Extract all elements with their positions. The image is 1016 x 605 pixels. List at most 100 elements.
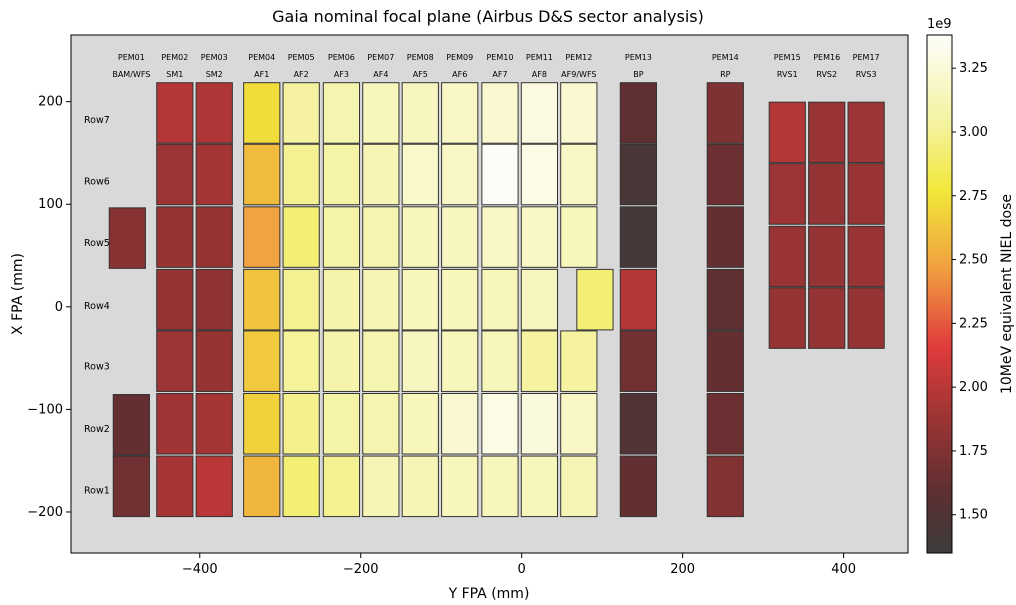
ccd-cell	[243, 206, 281, 268]
row-label: Row5	[84, 238, 110, 249]
ccd-cell	[481, 143, 519, 206]
ccd-cell	[282, 268, 320, 331]
colorbar-tick-label: 2.75	[959, 189, 988, 204]
chart-title: Gaia nominal focal plane (Airbus D&S sec…	[272, 7, 704, 26]
ccd-cell	[481, 206, 519, 268]
column-name-label: AF1	[254, 70, 269, 79]
ccd-cell	[520, 330, 559, 392]
ccd-cell	[768, 287, 806, 349]
column-name-label: AF2	[294, 70, 309, 79]
ccd-cell	[706, 143, 744, 206]
y-tick-label: 200	[38, 95, 63, 110]
ccd-cell	[282, 143, 320, 206]
ccd-cell	[441, 268, 479, 331]
column-name-label: AF5	[413, 70, 428, 79]
column-pem-label: PEM15	[774, 53, 801, 62]
ccd-cell	[619, 455, 657, 518]
ccd-cell	[282, 455, 320, 518]
ccd-cell	[768, 101, 806, 164]
ccd-cell	[156, 143, 194, 206]
ccd-cell	[441, 455, 479, 518]
ccd-cell	[195, 143, 233, 206]
ccd-cell	[441, 330, 479, 392]
ccd-cell	[808, 287, 846, 349]
ccd-cell	[401, 330, 439, 392]
ccd-cell	[401, 82, 439, 144]
column-pem-label: PEM08	[407, 53, 434, 62]
ccd-cell	[322, 455, 361, 518]
ccd-cell	[560, 330, 598, 392]
column-pem-label: PEM06	[328, 53, 355, 62]
column-name-label: SM1	[166, 70, 183, 79]
ccd-cell	[282, 82, 320, 144]
ccd-cell	[362, 206, 400, 268]
ccd-cell	[362, 392, 400, 455]
ccd-cell	[768, 163, 806, 225]
x-tick-label: −200	[343, 562, 379, 577]
column-labels: PEM01 BAM/WFS PEM02 SM1 PEM03 SM2 PEM04 AF1 PEM0…	[112, 53, 879, 79]
ccd-cell	[481, 268, 519, 331]
ccd-cell	[322, 143, 361, 206]
ccd-cell	[243, 82, 281, 144]
column-name-label: RVS2	[816, 70, 837, 79]
ccd-cell	[520, 206, 559, 268]
column-pem-label: PEM16	[813, 53, 840, 62]
ccd-cell	[481, 392, 519, 455]
column-name-label: AF6	[452, 70, 467, 79]
colorbar-tick-label: 1.50	[959, 508, 988, 523]
ccd-cell	[619, 268, 657, 331]
ccd-cell	[481, 82, 519, 144]
ccd-cell	[362, 330, 400, 392]
row-label: Row2	[84, 424, 110, 435]
column-pem-label: PEM02	[161, 53, 188, 62]
ccd-cell	[706, 392, 744, 455]
ccd-cell	[560, 82, 598, 144]
ccd-cell	[108, 207, 146, 269]
ccd-cell	[156, 206, 194, 268]
ccd-cell	[847, 101, 885, 164]
x-tick-label: −400	[182, 562, 218, 577]
ccd-cell	[401, 268, 439, 331]
column-pem-label: PEM03	[201, 53, 228, 62]
ccd-cell	[195, 82, 233, 144]
colorbar-ticks: 1.50 1.75 2.00 2.25 2.50 2.75 3.00 3.25	[952, 61, 988, 523]
column-pem-label: PEM10	[486, 53, 513, 62]
ccd-cell	[195, 455, 233, 518]
column-name-label: AF4	[373, 70, 388, 79]
ccd-cell	[520, 82, 559, 144]
ccd-cell	[619, 330, 657, 392]
ccd-cell	[847, 163, 885, 225]
y-tick-label: −200	[27, 505, 63, 520]
colorbar	[926, 34, 953, 554]
column-pem-label: PEM14	[712, 53, 739, 62]
ccd-cell	[282, 330, 320, 392]
ccd-cell	[619, 143, 657, 206]
ccd-cell	[706, 455, 744, 518]
ccd-cell	[808, 101, 846, 164]
ccd-cell	[560, 206, 598, 268]
ccd-cell	[441, 143, 479, 206]
ccd-cell	[520, 268, 559, 331]
colorbar-exponent: 1e9	[927, 17, 952, 32]
column-name-label: AF3	[334, 70, 349, 79]
y-axis-label: X FPA (mm)	[10, 253, 26, 335]
column-pem-label: PEM04	[248, 53, 275, 62]
ccd-cell	[322, 268, 361, 331]
ccd-cell	[520, 392, 559, 455]
ccd-cell	[156, 455, 194, 518]
ccd-cell	[156, 268, 194, 331]
colorbar-tick-label: 3.00	[959, 125, 988, 140]
ccd-cell	[619, 392, 657, 455]
ccd-cell	[362, 268, 400, 331]
column-pem-label: PEM13	[625, 53, 652, 62]
ccd-cell	[195, 268, 233, 331]
ccd-cell	[619, 206, 657, 268]
x-tick-label: 200	[670, 562, 695, 577]
ccd-cell	[847, 287, 885, 349]
ccd-cell	[706, 268, 744, 331]
column-name-label: RP	[720, 70, 731, 79]
ccd-cell	[441, 206, 479, 268]
ccd-cell	[847, 225, 885, 288]
ccd-cell	[243, 392, 281, 455]
